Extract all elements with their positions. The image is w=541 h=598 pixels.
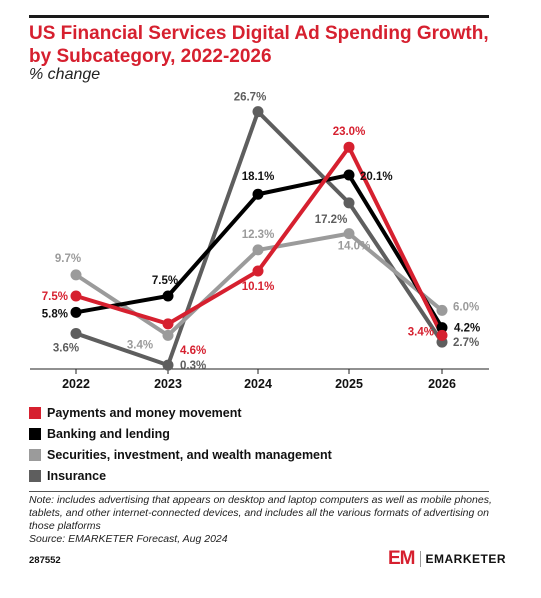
footnote: Note: includes advertising that appears … (29, 494, 499, 546)
data-point (70, 327, 82, 339)
legend-item-banking: Banking and lending (29, 423, 332, 444)
top-rule (29, 15, 489, 18)
legend-label-payments: Payments and money movement (47, 405, 242, 420)
data-label: 9.7% (55, 253, 81, 265)
chart-id: 287552 (29, 555, 61, 566)
data-label: 10.1% (242, 281, 275, 293)
legend-label-insurance: Insurance (47, 468, 107, 483)
data-point (252, 244, 264, 256)
source-text: Source: EMARKETER Forecast, Aug 2024 (29, 533, 228, 545)
data-label: 3.4% (127, 339, 153, 351)
data-point (70, 306, 82, 318)
legend-label-banking: Banking and lending (47, 426, 170, 441)
x-tick-label: 2024 (244, 377, 272, 391)
data-point (343, 169, 355, 181)
brand-divider (419, 551, 421, 567)
data-point (252, 106, 264, 118)
data-point (162, 290, 174, 302)
data-label: 18.1% (242, 171, 275, 183)
x-tick-label: 2026 (428, 377, 456, 391)
data-label: 4.6% (180, 345, 206, 357)
legend-swatch-securities (29, 448, 41, 461)
x-tick-label: 2025 (335, 377, 363, 391)
note-text: Note: includes advertising that appears … (29, 494, 492, 532)
data-point (162, 329, 174, 341)
data-label: 20.1% (360, 171, 393, 183)
data-point (70, 290, 82, 302)
chart-subtitle: % change (29, 66, 101, 83)
x-tick-label: 2023 (154, 377, 182, 391)
data-label: 2.7% (453, 337, 479, 349)
data-point (162, 318, 174, 330)
legend-swatch-payments (29, 406, 41, 419)
data-label: 6.0% (453, 301, 479, 313)
data-label: 7.5% (42, 291, 68, 303)
data-point (252, 188, 264, 200)
data-point (252, 265, 264, 277)
data-label: 17.2% (315, 214, 348, 226)
data-label: 3.4% (408, 326, 434, 338)
data-label: 14.0% (338, 241, 371, 253)
legend: Payments and money movement Banking and … (29, 402, 332, 486)
data-point (436, 329, 448, 341)
data-label: 23.0% (333, 126, 366, 138)
data-point (343, 228, 355, 240)
data-point (343, 197, 355, 209)
legend-item-securities: Securities, investment, and wealth manag… (29, 444, 332, 465)
legend-swatch-banking (29, 427, 41, 440)
data-point (436, 304, 448, 316)
data-label: 26.7% (234, 92, 267, 104)
brand-logo: EM EMARKETER (388, 548, 506, 570)
x-tick-label: 2022 (62, 377, 90, 391)
data-label: 3.6% (53, 342, 79, 354)
brand-name: EMARKETER (425, 552, 507, 566)
data-label: 0.3% (180, 360, 206, 372)
data-label: 5.8% (42, 308, 68, 320)
data-label: 4.2% (454, 323, 480, 335)
legend-item-insurance: Insurance (29, 465, 332, 486)
data-point (436, 322, 448, 334)
emarketer-logo-icon: EM (388, 548, 415, 569)
legend-item-payments: Payments and money movement (29, 402, 332, 423)
data-point (162, 359, 174, 371)
data-label: 12.3% (242, 229, 275, 241)
data-point (343, 141, 355, 153)
legend-swatch-insurance (29, 469, 41, 482)
data-label: 7.5% (152, 275, 178, 287)
data-point (70, 269, 82, 281)
legend-label-securities: Securities, investment, and wealth manag… (47, 447, 332, 462)
note-divider (29, 491, 489, 492)
line-chart: 2022 2023 2024 2025 2026 3.6% 0.3% 26.7% 17.2% 2.… (30, 92, 489, 391)
chart-title: US Financial Services Digital Ad Spendin… (29, 23, 489, 67)
